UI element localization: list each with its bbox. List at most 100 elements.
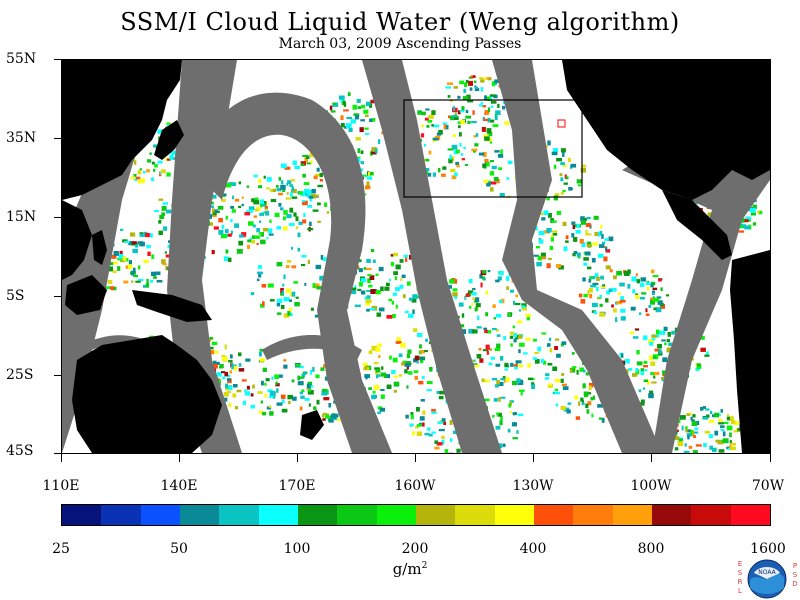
- cloud-pixel: [365, 300, 370, 306]
- cloud-pixel: [484, 95, 487, 101]
- cloud-pixel: [238, 363, 242, 367]
- cloud-pixel: [324, 413, 330, 419]
- marker-box: [557, 119, 566, 128]
- cloud-pixel: [650, 372, 655, 376]
- cloud-pixel: [484, 398, 490, 402]
- cloud-pixel: [145, 283, 150, 288]
- cloud-pixel: [740, 224, 747, 229]
- colorbar-label-200: 200: [401, 541, 429, 557]
- cloud-pixel: [468, 278, 473, 284]
- cloud-pixel: [468, 329, 474, 334]
- cloud-pixel: [456, 448, 461, 453]
- cloud-pixel: [689, 412, 692, 415]
- cloud-pixel: [562, 189, 566, 193]
- cloud-pixel: [729, 446, 736, 451]
- cloud-pixel: [448, 158, 453, 164]
- cloud-pixel: [659, 330, 666, 335]
- cloud-pixel: [128, 241, 133, 246]
- cloud-pixel: [257, 391, 263, 394]
- cloud-pixel: [410, 414, 414, 420]
- cloud-pixel: [221, 199, 226, 202]
- cloud-pixel: [362, 362, 368, 366]
- cloud-pixel: [291, 291, 296, 297]
- cloud-pixel: [508, 403, 511, 408]
- cloud-pixel: [225, 249, 229, 254]
- cloud-pixel: [490, 348, 493, 351]
- cloud-pixel: [236, 248, 243, 254]
- cloud-pixel: [420, 133, 425, 138]
- cloud-pixel: [226, 374, 231, 377]
- cloud-pixel: [465, 115, 472, 119]
- cloud-pixel: [212, 364, 218, 369]
- cloud-pixel: [619, 299, 626, 303]
- cloud-pixel: [648, 339, 654, 344]
- cloud-pixel: [314, 173, 321, 177]
- cloud-pixel: [444, 449, 449, 453]
- cloud-pixel: [343, 102, 347, 107]
- cloud-pixel: [429, 367, 433, 371]
- cloud-pixel: [674, 447, 679, 451]
- cloud-pixel: [548, 257, 552, 260]
- cloud-pixel: [652, 355, 656, 359]
- cloud-pixel: [695, 368, 700, 371]
- cloud-pixel: [266, 237, 269, 240]
- cloud-pixel: [631, 276, 637, 282]
- cloud-pixel: [549, 245, 554, 251]
- cloud-pixel: [494, 347, 501, 351]
- cloud-pixel: [569, 367, 576, 373]
- cloud-pixel: [719, 425, 725, 428]
- cloud-pixel: [162, 263, 167, 266]
- cloud-pixel: [576, 179, 583, 184]
- cloud-pixel: [356, 98, 361, 103]
- cloud-pixel: [586, 244, 592, 248]
- cloud-pixel: [602, 284, 605, 287]
- cloud-pixel: [656, 332, 660, 338]
- swath-gap-6: [622, 120, 770, 453]
- cloud-pixel: [360, 150, 364, 154]
- cloud-pixel: [587, 266, 592, 270]
- cloud-pixel: [124, 240, 130, 243]
- cloud-pixel: [233, 365, 237, 371]
- cloud-pixel: [388, 278, 391, 282]
- cloud-pixel: [232, 393, 237, 398]
- y-label-45s: 45S: [6, 443, 34, 459]
- cloud-pixel: [472, 329, 478, 334]
- cloud-pixel: [359, 282, 363, 287]
- cloud-pixel: [537, 346, 541, 352]
- cloud-pixel: [332, 102, 339, 107]
- cloud-pixel: [375, 148, 378, 154]
- cloud-pixel: [225, 229, 229, 233]
- cloud-pixel: [509, 411, 512, 414]
- cloud-pixel: [504, 362, 509, 368]
- cloud-pixel: [281, 290, 284, 295]
- cloud-pixel: [166, 172, 171, 177]
- cloud-pixel: [258, 178, 262, 183]
- cloud-pixel: [261, 284, 267, 288]
- cloud-pixel: [518, 309, 521, 312]
- cloud-pixel: [309, 152, 314, 158]
- cloud-pixel: [352, 104, 357, 110]
- cloud-pixel: [496, 380, 500, 385]
- cloud-pixel: [360, 161, 364, 165]
- cloud-pixel: [520, 391, 523, 396]
- cloud-pixel: [416, 332, 423, 337]
- cloud-pixel: [131, 241, 137, 245]
- cloud-pixel: [474, 85, 477, 88]
- cloud-pixel: [547, 140, 551, 146]
- y-tick: [54, 296, 61, 297]
- cloud-pixel: [304, 283, 307, 286]
- cloud-pixel: [483, 379, 486, 383]
- cloud-pixel: [282, 216, 286, 221]
- cloud-pixel: [250, 404, 255, 409]
- cloud-pixel: [738, 428, 741, 431]
- cloud-pixel: [130, 176, 136, 180]
- cloud-pixel: [462, 96, 469, 101]
- cloud-pixel: [452, 114, 458, 118]
- cloud-pixel: [266, 187, 270, 190]
- cloud-pixel: [472, 359, 475, 363]
- cloud-pixel: [369, 103, 373, 108]
- cloud-pixel: [137, 241, 144, 244]
- cloud-pixel: [360, 174, 367, 177]
- cloud-pixel: [718, 419, 723, 422]
- cloud-pixel: [505, 377, 510, 383]
